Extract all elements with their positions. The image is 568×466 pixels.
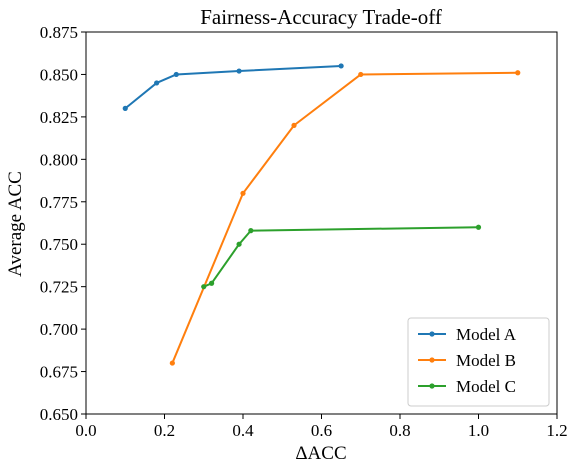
data-point [154,80,160,86]
y-tick-label: 0.800 [40,150,78,169]
legend-label: Model C [456,377,516,396]
y-tick-label: 0.725 [40,278,78,297]
legend-marker [429,383,435,389]
data-point [358,71,364,78]
data-point [122,105,128,111]
y-tick-label: 0.750 [40,235,78,254]
data-point [236,241,242,247]
x-tick-label: 0.0 [75,421,96,440]
legend-marker [429,357,435,363]
data-point [248,228,254,234]
x-tick-label: 0.4 [232,421,254,440]
data-point [240,190,246,196]
data-point [173,71,179,78]
legend: Model A Model B Model C [407,317,550,407]
y-tick-label: 0.875 [40,23,78,42]
y-tick-label: 0.650 [40,405,78,424]
x-axis-title: ΔACC [295,443,346,464]
data-point [338,63,344,69]
data-point [169,360,175,366]
data-point [201,284,207,290]
chart-title: Fairness-Accuracy Trade-off [200,5,442,29]
x-tick-label: 0.8 [389,421,410,440]
y-axis-title: Average ACC [5,171,26,277]
data-point [475,224,482,230]
data-point [209,280,215,286]
y-tick-label: 0.675 [40,363,78,382]
data-point [236,68,242,74]
y-tick-label: 0.775 [40,193,78,212]
legend-marker [429,331,435,337]
y-tick-label: 0.700 [40,320,78,339]
y-tick-label: 0.825 [40,108,78,127]
legend-label: Model A [456,325,517,344]
legend-box [407,317,550,407]
legend-label: Model B [456,351,516,370]
x-tick-label: 1.2 [546,421,567,440]
x-tick-label: 1.0 [468,421,489,440]
data-point [515,70,521,76]
y-tick-label: 0.850 [40,65,78,84]
x-tick-label: 0.6 [311,421,332,440]
x-tick-label: 0.2 [154,421,175,440]
data-point [291,122,297,128]
